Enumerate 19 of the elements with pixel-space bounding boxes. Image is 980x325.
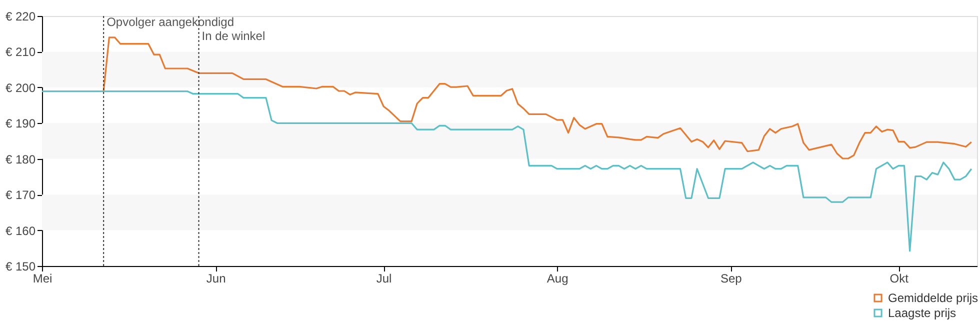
y-tick-label: € 160 (5, 224, 36, 238)
ref-line-label: Opvolger aangekondigd (106, 15, 234, 29)
legend-label: Gemiddelde prijs (888, 291, 978, 305)
x-tick-label: Jun (206, 272, 226, 286)
x-tick-label: Okt (890, 272, 910, 286)
y-tick-label: € 180 (5, 152, 36, 166)
x-tick-label: Jul (376, 272, 392, 286)
y-tick-label: € 210 (5, 45, 36, 60)
legend-label: Laagste prijs (888, 306, 956, 320)
y-tick-label: € 190 (5, 116, 36, 131)
y-tick-label: € 170 (5, 188, 36, 202)
y-tick-label: € 220 (5, 10, 36, 24)
x-tick-label: Mei (32, 272, 52, 286)
x-tick-label: Aug (546, 272, 568, 286)
line-series (41, 90, 972, 252)
x-tick-label: Sep (720, 272, 742, 286)
y-tick-label: € 150 (5, 260, 36, 274)
y-tick-label: € 200 (5, 80, 36, 95)
ref-line-label: In de winkel (202, 29, 266, 43)
